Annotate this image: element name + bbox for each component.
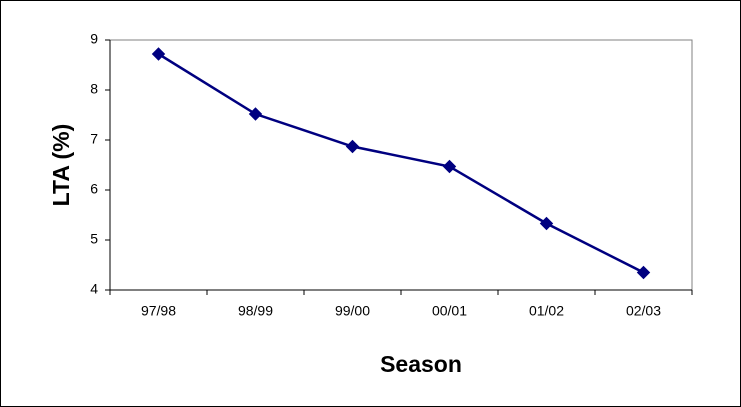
data-marker xyxy=(345,139,360,154)
data-marker xyxy=(636,265,651,280)
y-tick-label: 6 xyxy=(90,181,98,197)
x-tick-label: 01/02 xyxy=(529,303,564,319)
y-tick-label: 5 xyxy=(90,231,98,247)
y-tick-label: 9 xyxy=(90,31,98,47)
data-marker xyxy=(248,107,263,121)
y-tick-label: 4 xyxy=(90,281,98,297)
data-marker xyxy=(151,47,166,61)
x-axis-title: Season xyxy=(380,351,462,377)
y-axis-title: LTA (%) xyxy=(48,124,74,207)
data-marker xyxy=(442,159,457,174)
x-tick-label: 02/03 xyxy=(626,303,661,319)
data-marker xyxy=(539,216,554,231)
x-tick-label: 98/99 xyxy=(238,303,273,319)
data-line xyxy=(157,52,645,274)
x-tick-label: 00/01 xyxy=(432,303,467,319)
y-tick-label: 8 xyxy=(90,81,98,97)
x-tick-label: 99/00 xyxy=(335,303,370,319)
x-tick-label: 97/98 xyxy=(141,303,176,319)
y-tick-label: 7 xyxy=(90,131,98,147)
